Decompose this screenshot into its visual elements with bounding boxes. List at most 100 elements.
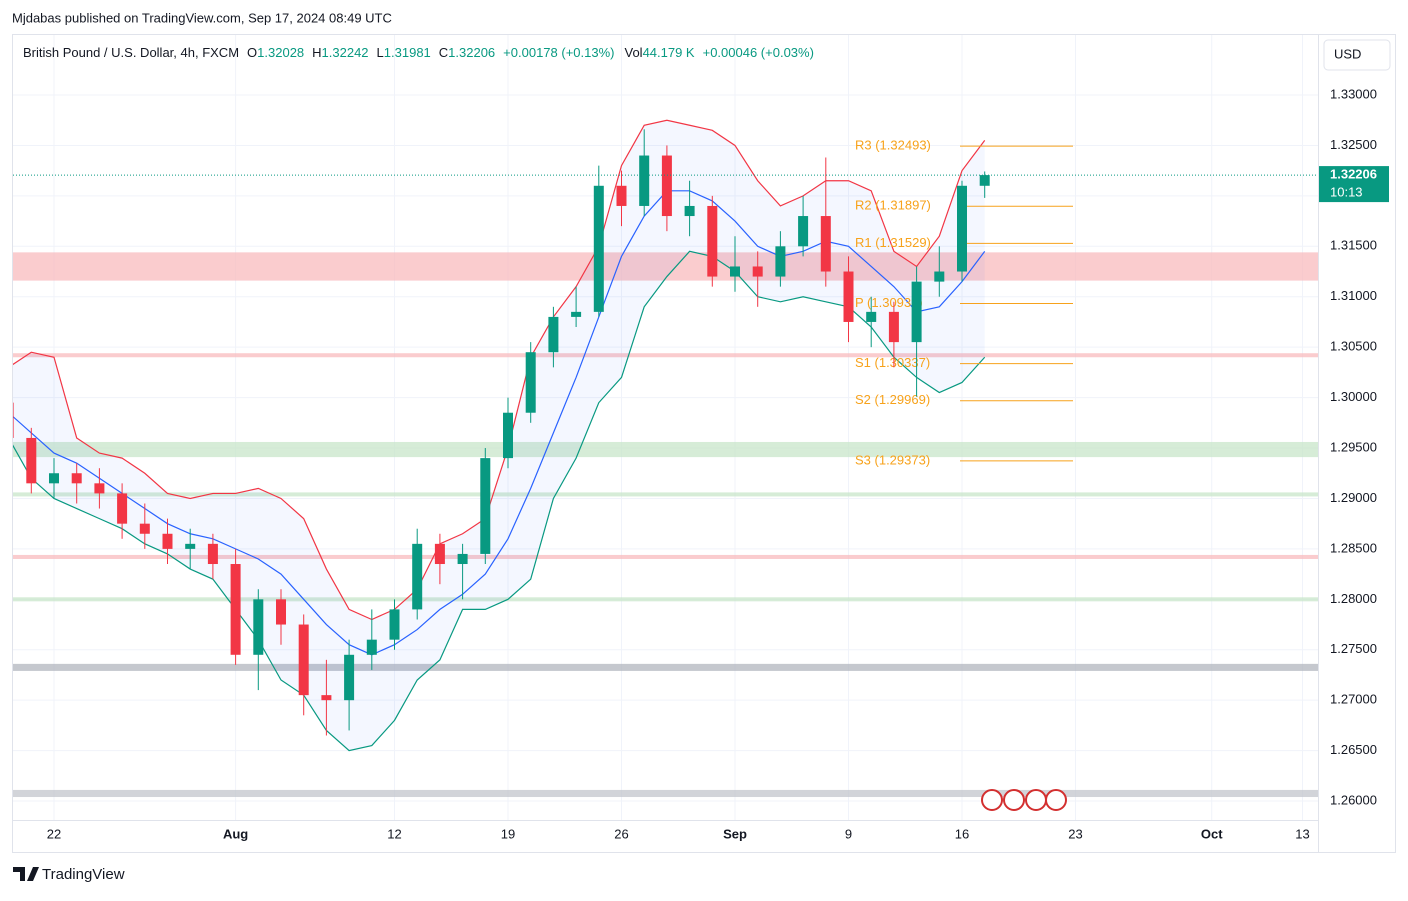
candle-body — [593, 185, 604, 312]
candle-body — [207, 543, 218, 565]
zone — [13, 252, 1318, 281]
candle-body — [798, 216, 809, 247]
x-tick-label: 22 — [47, 826, 61, 841]
candle-body — [94, 483, 105, 494]
zone — [13, 353, 1318, 358]
candle-body — [26, 437, 37, 484]
candle-body — [957, 185, 967, 272]
candle-body — [525, 352, 536, 413]
zone — [13, 554, 1318, 559]
plot: R3 (1.32493) R2 (1.31897) R1 (1.31529) P (1… — [13, 119, 1318, 798]
brand-name: TradingView — [42, 866, 125, 883]
candle-body — [389, 609, 400, 640]
chart-frame — [12, 34, 1396, 853]
y-tick-label: 1.28500 — [1330, 540, 1377, 555]
candle-body — [185, 543, 196, 549]
candle-body — [979, 175, 990, 186]
candle-body — [276, 599, 286, 625]
candle-body — [752, 266, 763, 277]
candle-body — [139, 523, 150, 534]
candle-body — [412, 543, 423, 610]
candle-body — [480, 458, 491, 554]
y-tick-label: 1.26500 — [1330, 742, 1377, 757]
candle-body — [820, 216, 831, 272]
candle-body — [707, 205, 718, 277]
y-tick-label: 1.26000 — [1330, 792, 1377, 807]
brand: TradingView — [13, 866, 125, 883]
countdown: 10:13 — [1330, 185, 1363, 200]
pivot-label: R3 (1.32493) — [855, 138, 931, 153]
candle-body — [298, 624, 309, 696]
y-tick-label: 1.29000 — [1330, 490, 1377, 505]
x-tick-label: 23 — [1068, 826, 1082, 841]
x-tick-label: 19 — [501, 826, 515, 841]
zone — [13, 492, 1318, 497]
candle-body — [457, 553, 468, 565]
pivot-label: R2 (1.31897) — [855, 198, 931, 213]
candle-body — [253, 599, 264, 655]
zone — [13, 663, 1318, 671]
candle-body — [434, 543, 445, 565]
currency-button[interactable] — [1323, 39, 1391, 71]
x-tick-label: 16 — [955, 826, 969, 841]
y-tick-label: 1.33000 — [1330, 86, 1377, 101]
candle-body — [117, 493, 128, 524]
y-tick-label: 1.31500 — [1330, 238, 1377, 253]
zone — [13, 597, 1318, 602]
candle-body — [230, 564, 241, 655]
candle-body — [162, 533, 173, 549]
candle-body — [503, 412, 513, 459]
candle-body — [639, 155, 650, 206]
y-tick-label: 1.29500 — [1330, 439, 1377, 454]
y-tick-label: 1.27000 — [1330, 692, 1377, 707]
band-fill — [13, 120, 985, 751]
x-tick-label: 9 — [845, 826, 852, 841]
event-icons[interactable] — [981, 789, 1067, 811]
candle-body — [661, 155, 672, 217]
candle-body — [866, 311, 877, 322]
zone — [13, 789, 1318, 798]
zone — [13, 441, 1318, 458]
candle-body — [366, 639, 377, 655]
pivot-label: R1 (1.31529) — [855, 235, 931, 250]
legend-symbol: British Pound / U.S. Dollar, 4h, FXCM O1.… — [23, 45, 814, 60]
candle-body — [71, 473, 82, 484]
candle-body — [911, 281, 922, 343]
header: British Pound / U.S. Dollar, 4h, FXCM O1.… — [23, 45, 814, 60]
candle-body — [344, 654, 355, 701]
pivot-label: P (1.30933) — [855, 295, 923, 310]
axes: 1.26000 1.26500 1.27000 1.27500 1.28000 1.285… — [47, 86, 1389, 841]
currency[interactable]: USD — [1334, 46, 1361, 61]
band-line — [13, 119, 986, 621]
y-tick-label: 1.30000 — [1330, 389, 1377, 404]
candle-body — [321, 695, 332, 701]
last-price-box — [1319, 166, 1389, 203]
x-tick-label: Oct — [1201, 826, 1223, 841]
band-line — [13, 250, 986, 752]
candle-body — [888, 311, 899, 343]
x-tick-label: Aug — [223, 826, 248, 841]
candle-body — [684, 205, 695, 217]
y-tick-label: 1.27500 — [1330, 641, 1377, 656]
y-tick-label: 1.32500 — [1330, 137, 1377, 152]
y-tick-label: 1.31000 — [1330, 288, 1377, 303]
candle-body — [13, 402, 14, 438]
y-tick-label: 1.28000 — [1330, 591, 1377, 606]
x-tick-label: 26 — [614, 826, 628, 841]
y-tick-label: 1.30500 — [1330, 339, 1377, 354]
publisher: Mjdabas published on TradingView.com, Se… — [12, 10, 392, 25]
candle-body — [843, 271, 854, 322]
candle-body — [775, 246, 786, 277]
x-tick-label: 13 — [1295, 826, 1309, 841]
candle-body — [571, 311, 582, 317]
candle-body — [934, 271, 945, 282]
candle-body — [548, 316, 559, 353]
candle-body — [49, 473, 59, 484]
candle-body — [616, 185, 627, 206]
pivot-label: S2 (1.29969) — [855, 392, 930, 407]
last-price-label: 1.32206 — [1330, 167, 1377, 182]
x-tick-label: 12 — [387, 826, 401, 841]
pivot-label: S3 (1.29373) — [855, 452, 930, 467]
